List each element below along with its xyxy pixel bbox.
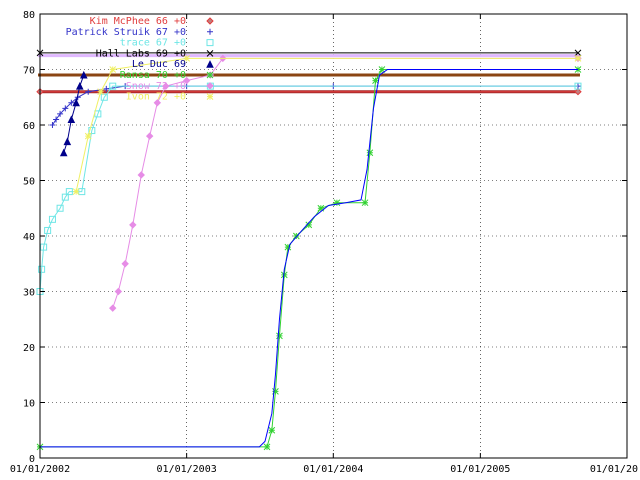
data-point — [268, 426, 276, 434]
legend-label: Ivon 72 +0 — [126, 92, 186, 103]
data-point — [61, 193, 69, 201]
data-point — [84, 132, 92, 140]
series — [59, 70, 88, 157]
legend-marker — [206, 93, 214, 100]
data-point — [103, 85, 110, 92]
data-point — [72, 98, 80, 107]
data-point — [574, 66, 582, 73]
series — [36, 49, 582, 57]
data-point — [317, 204, 325, 212]
data-point — [182, 76, 191, 85]
data-point — [574, 55, 582, 62]
y-tick-label: 70 — [23, 66, 35, 77]
legend-marker — [206, 60, 214, 68]
data-point — [305, 221, 313, 229]
x-tick-label: 01/01/2004 — [303, 464, 363, 475]
data-point — [145, 132, 154, 140]
data-point — [378, 66, 386, 73]
y-tick-label: 0 — [29, 454, 35, 465]
legend-marker — [206, 82, 214, 90]
data-point — [75, 82, 84, 90]
legend-label: Snow 72 +0 — [126, 81, 186, 92]
data-point — [67, 115, 76, 123]
y-tick-label: 60 — [23, 121, 35, 132]
data-point — [109, 66, 117, 73]
data-point — [292, 232, 300, 240]
data-point — [53, 116, 60, 123]
data-point — [56, 204, 64, 212]
data-point — [109, 304, 117, 312]
x-tick-label: 01/01/2002 — [10, 464, 70, 475]
data-point — [62, 105, 69, 112]
series-line — [39, 85, 578, 292]
data-point — [68, 99, 75, 106]
data-point — [333, 199, 341, 207]
data-point — [162, 82, 170, 90]
data-point — [114, 287, 123, 296]
data-point — [372, 77, 379, 84]
data-point — [88, 127, 96, 135]
y-tick-label: 30 — [23, 288, 35, 299]
data-point — [59, 148, 68, 157]
data-point — [109, 82, 117, 90]
series-line — [75, 57, 578, 192]
y-tick-label: 20 — [23, 343, 35, 354]
fit-curve — [40, 69, 578, 448]
data-point — [85, 88, 92, 95]
y-axis: 0 10 20 30 40 50 60 70 80 — [23, 10, 627, 465]
data-point — [65, 188, 73, 196]
data-point — [137, 171, 145, 179]
series — [72, 55, 582, 195]
y-tick-label: 50 — [23, 177, 35, 188]
x-tick-label: 01/01/20 — [590, 464, 638, 475]
data-point — [366, 149, 374, 157]
data-point — [361, 199, 369, 207]
data-point — [40, 243, 48, 251]
data-point — [263, 443, 271, 451]
x-axis: 01/01/2002 01/01/2003 01/01/2004 01/01/2005… — [10, 14, 638, 475]
legend-label: trace 67 +0 — [120, 38, 186, 49]
data-point — [276, 332, 283, 340]
data-point — [121, 260, 129, 268]
legend-marker — [206, 39, 214, 47]
series — [36, 82, 582, 295]
data-point — [48, 215, 56, 223]
y-tick-label: 40 — [23, 232, 35, 243]
data-point — [129, 221, 137, 229]
x-tick-label: 01/01/2003 — [157, 464, 217, 475]
data-point — [38, 265, 46, 273]
legend-label: Ransa 70 +0 — [120, 70, 186, 81]
data-point — [153, 99, 162, 107]
y-tick-label: 10 — [23, 399, 35, 410]
data-point — [574, 49, 582, 57]
data-point — [57, 110, 64, 117]
data-point — [284, 243, 292, 251]
data-point — [272, 388, 279, 395]
data-point — [63, 137, 72, 146]
fit-curve-group — [40, 69, 578, 448]
legend-label: Patrick Struik 67 +0 — [66, 27, 186, 38]
legend-label: Le Duc 69 — [132, 59, 186, 70]
legend-marker — [207, 28, 213, 35]
data-point — [280, 271, 288, 279]
legend-marker — [206, 50, 214, 57]
legend-marker — [206, 17, 214, 25]
data-point — [574, 82, 582, 90]
data-point — [49, 122, 56, 128]
x-tick-label: 01/01/2005 — [450, 464, 510, 475]
data-point — [183, 55, 191, 62]
data-point — [100, 93, 108, 101]
legend-marker — [206, 71, 214, 79]
data-point — [97, 88, 105, 96]
data-point — [574, 87, 582, 96]
legend-label: Hall Labs 69 +0 — [96, 48, 186, 59]
y-tick-label: 80 — [23, 10, 35, 21]
data-point — [72, 188, 80, 195]
legend-label: Kim McPhee 66 +0 — [90, 16, 186, 27]
data-point — [79, 70, 88, 79]
data-point — [44, 226, 52, 234]
